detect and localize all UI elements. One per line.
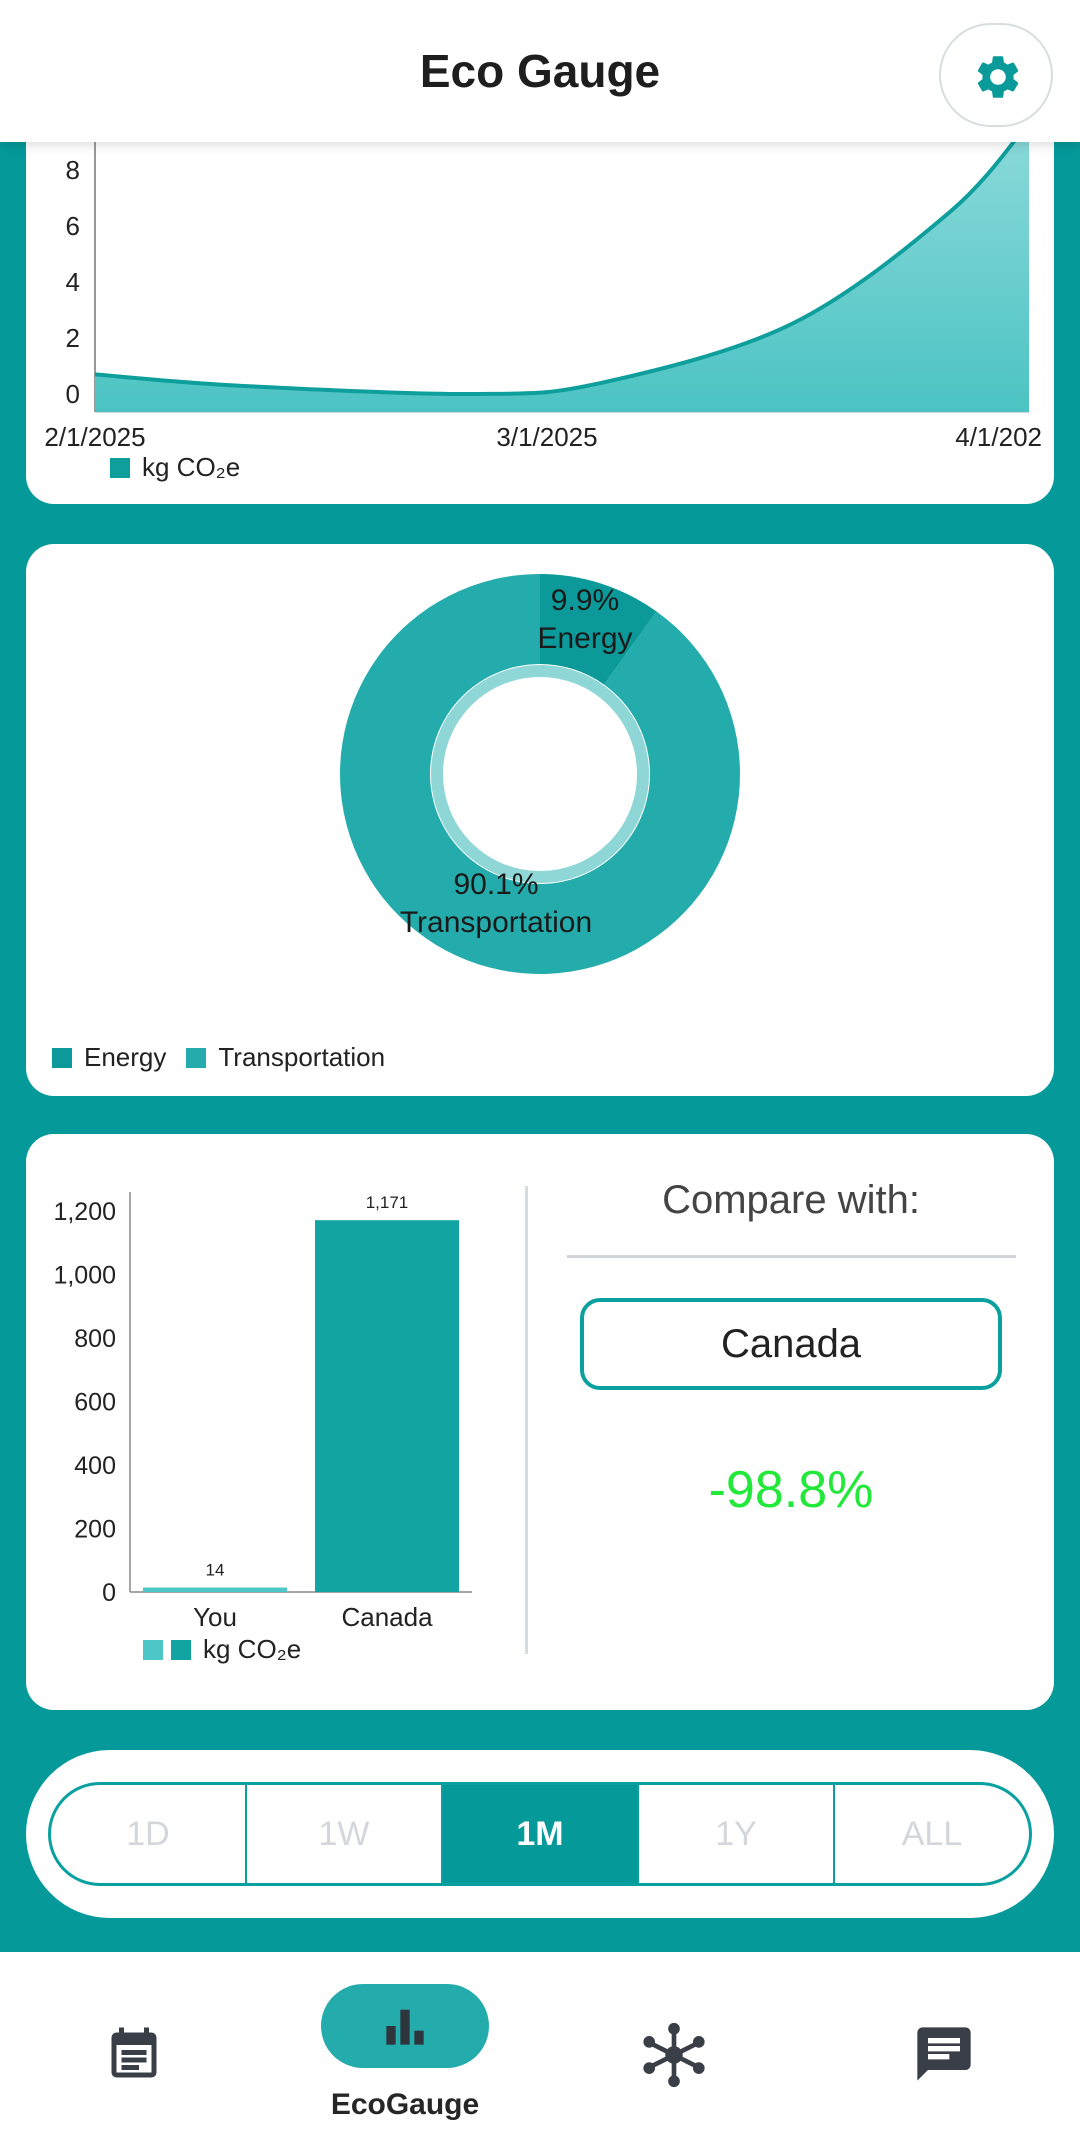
chat-icon (917, 2027, 971, 2081)
comparison-bar-chart: 0 200 400 600 800 1,000 1,200 14 You 1,171 Canada (53, 1192, 472, 1632)
time-range-card: 1D 1W 1M 1Y ALL (26, 1750, 1054, 1918)
emissions-area (95, 122, 1029, 412)
nav-ecogauge-label[interactable]: EcoGauge (330, 2088, 480, 2121)
x-tick-label: 2/1/2025 (44, 422, 145, 452)
x-category-label: Canada (341, 1602, 433, 1632)
legend-label-transportation: Transportation (218, 1042, 386, 1072)
app-header: Eco Gauge (0, 0, 1080, 142)
y-tick-label: 0 (66, 379, 80, 409)
range-option-1w[interactable]: 1W (247, 1785, 443, 1883)
y-tick-label: 600 (74, 1389, 116, 1417)
range-option-1m[interactable]: 1M (443, 1785, 639, 1883)
y-tick-label: 200 (74, 1516, 116, 1544)
bar-value-label: 14 (206, 1561, 225, 1580)
legend-swatch-country (171, 1639, 191, 1660)
category-donut-chart: 9.9% Energy 90.1% Transportation (340, 574, 741, 974)
difference-percentage: -98.8% (708, 1461, 874, 1519)
slice-percentage-label: 9.9% (551, 584, 619, 617)
bar-chart-legend: kg CO₂e (143, 1634, 301, 1665)
legend-label: kg CO₂e (142, 452, 241, 482)
range-option-1y[interactable]: 1Y (639, 1785, 835, 1883)
y-tick-label: 800 (74, 1325, 116, 1353)
compare-divider (567, 1255, 1016, 1258)
journal-icon (111, 2027, 157, 2078)
bar-value-label: 1,171 (366, 1193, 409, 1212)
y-tick-label: 4 (66, 267, 80, 297)
bar-canada[interactable] (315, 1220, 459, 1592)
x-tick-label: 4/1/202 (955, 422, 1042, 452)
page-title: Eco Gauge (419, 45, 661, 97)
legend-swatch-energy (52, 1047, 72, 1068)
y-tick-label: 0 (102, 1579, 116, 1607)
category-breakdown-card: 9.9% Energy 90.1% Transportation Energy Tra… (26, 544, 1054, 1096)
bar-chart-icon (386, 2009, 424, 2045)
comparison-card: 0 200 400 600 800 1,000 1,200 14 You 1,171 Canada … (26, 1134, 1054, 1710)
nav-network[interactable] (574, 1952, 774, 2155)
y-tick-label: 400 (74, 1452, 116, 1480)
legend-swatch-transportation (186, 1047, 207, 1068)
y-tick-label: 8 (66, 155, 80, 185)
legend-label-energy: Energy (84, 1042, 167, 1072)
emissions-line (95, 121, 1029, 397)
bar-you[interactable] (143, 1587, 287, 1592)
country-selector-button[interactable]: Canada (580, 1298, 1002, 1390)
donut-inner-ring (431, 665, 649, 883)
legend-label: kg CO₂e (203, 1634, 302, 1664)
x-tick-label: 3/1/2025 (496, 422, 597, 452)
slice-category-label: Energy (537, 622, 632, 655)
y-tick-label: 2 (66, 323, 80, 353)
settings-button[interactable] (939, 23, 1053, 127)
gear-icon (977, 56, 1019, 98)
legend-swatch (110, 457, 130, 478)
legend-swatch-you (143, 1639, 163, 1660)
emissions-area-chart: 0 2 4 6 8 2/1/2025 3/1/2025 4/1/202 (44, 100, 1042, 452)
x-category-label: You (193, 1602, 237, 1632)
slice-percentage-label: 90.1% (453, 868, 538, 901)
donut-slice-transportation[interactable] (340, 574, 741, 974)
slice-category-label: Transportation (400, 906, 592, 939)
nav-journal[interactable] (34, 1952, 234, 2155)
bottom-navigation: EcoGauge (0, 1952, 1080, 2155)
donut-slice-energy[interactable] (540, 574, 657, 685)
y-tick-label: 1,000 (53, 1262, 116, 1290)
nav-chat[interactable] (844, 1952, 1044, 2155)
panel-divider (525, 1186, 528, 1654)
network-icon (643, 2022, 705, 2088)
time-range-selector: 1D 1W 1M 1Y ALL (48, 1782, 1032, 1886)
y-tick-label: 1,200 (53, 1198, 116, 1226)
area-chart-legend: kg CO₂e (110, 452, 240, 483)
compare-with-label: Compare with: (662, 1178, 920, 1222)
emissions-timeline-card: 0 2 4 6 8 2/1/2025 3/1/2025 4/1/202 kg CO₂e (26, 100, 1054, 504)
range-option-1d[interactable]: 1D (51, 1785, 247, 1883)
y-tick-label: 6 (66, 211, 80, 241)
range-option-all[interactable]: ALL (901, 1815, 963, 1853)
donut-legend: Energy Transportation (52, 1042, 385, 1073)
nav-ecogauge-pill[interactable] (321, 1984, 489, 2068)
